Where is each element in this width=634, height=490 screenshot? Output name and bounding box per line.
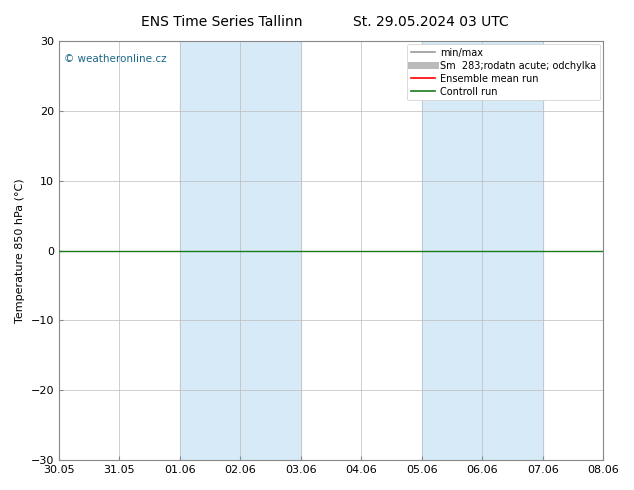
Bar xyxy=(482,41,543,460)
Text: © weatheronline.cz: © weatheronline.cz xyxy=(65,53,167,64)
Y-axis label: Temperature 850 hPa (°C): Temperature 850 hPa (°C) xyxy=(15,178,25,323)
Text: St. 29.05.2024 03 UTC: St. 29.05.2024 03 UTC xyxy=(353,15,509,29)
Legend: min/max, Sm  283;rodatn acute; odchylka, Ensemble mean run, Controll run: min/max, Sm 283;rodatn acute; odchylka, … xyxy=(407,44,600,100)
Bar xyxy=(180,41,240,460)
Bar xyxy=(422,41,482,460)
Text: ENS Time Series Tallinn: ENS Time Series Tallinn xyxy=(141,15,302,29)
Bar xyxy=(240,41,301,460)
